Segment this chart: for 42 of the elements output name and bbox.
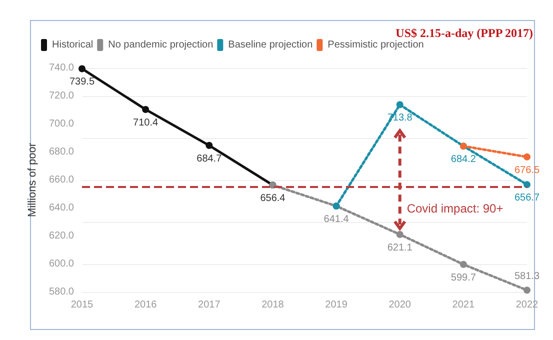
point: [396, 230, 404, 238]
x-tick-label: 2016: [134, 300, 158, 310]
x-tick-label: 2021: [452, 300, 475, 310]
y-tick-label: 700.0: [48, 118, 74, 130]
data-label: 739.5: [69, 76, 95, 88]
legend-label: Pessimistic projection: [328, 40, 424, 50]
legend-label: No pandemic projection: [108, 40, 214, 50]
x-tick-label: 2018: [262, 300, 284, 310]
data-label: 599.7: [450, 272, 476, 284]
chart-title: US$ 2.15-a-day (PPP 2017): [396, 26, 533, 40]
x-tick-label: 2017: [198, 300, 221, 310]
point: [524, 286, 530, 294]
point: [396, 101, 404, 108]
point: [78, 65, 86, 72]
y-axis-title: Millions of poor: [26, 142, 38, 217]
y-tick-label: 640.0: [48, 202, 74, 214]
y-tick-label: 600.0: [48, 258, 74, 270]
data-label: 641.4: [324, 214, 350, 226]
annotation: Covid impact: 90+: [406, 202, 504, 216]
x-tick-label: 2019: [325, 300, 348, 310]
point: [142, 106, 150, 113]
legend-label: Baseline projection: [228, 40, 313, 50]
y-tick-label: 660.0: [48, 174, 74, 186]
data-label: 656.7: [514, 192, 540, 204]
legend-label: Historical: [52, 40, 94, 50]
y-tick-label: 740.0: [48, 62, 74, 74]
data-label: 621.1: [387, 242, 413, 254]
data-label: 684.2: [450, 154, 476, 166]
y-tick-label: 620.0: [48, 230, 74, 242]
point: [524, 153, 530, 160]
x-tick-label: 2020: [388, 300, 412, 310]
data-label: 710.4: [133, 117, 159, 128]
point: [206, 142, 213, 149]
data-label: 684.7: [196, 153, 222, 164]
point: [460, 260, 467, 268]
y-tick-label: 580.0: [48, 286, 74, 298]
y-tick-label: 720.0: [48, 90, 74, 102]
point: [524, 181, 530, 188]
y-tick-label: 680.0: [48, 146, 74, 158]
x-tick-label: 2015: [70, 300, 94, 310]
data-label: 676.5: [514, 164, 540, 176]
data-label: 656.4: [260, 193, 286, 204]
